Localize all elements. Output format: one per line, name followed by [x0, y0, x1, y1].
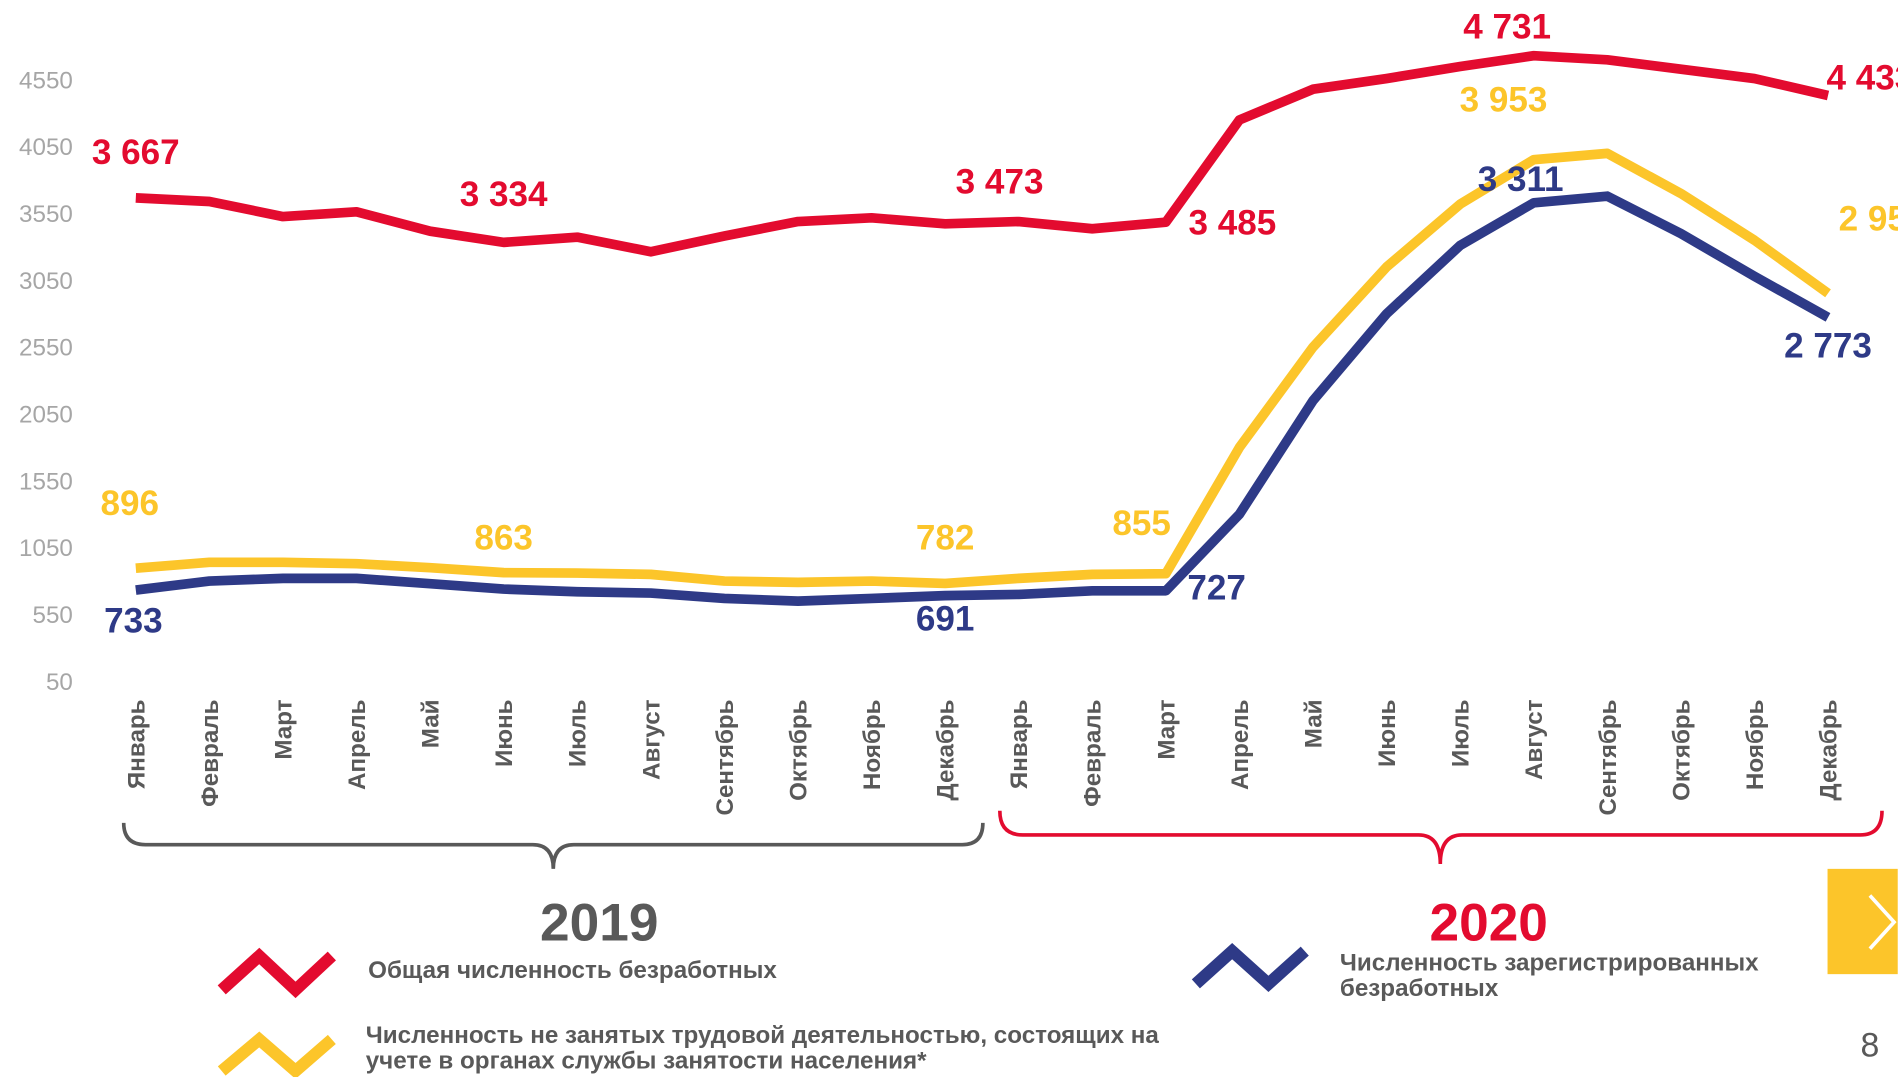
data-label: 733 — [104, 601, 163, 640]
series-line — [135, 191, 1831, 606]
legend-label: Численность зарегистрированных безработн… — [1339, 951, 1759, 1002]
x-tick-label: Август — [1521, 699, 1548, 780]
data-label: 3 485 — [1189, 203, 1277, 242]
y-tick-label: 4550 — [19, 67, 73, 94]
legend-icon — [217, 1031, 336, 1077]
data-label: 4 433 — [1826, 58, 1898, 97]
group-label: 2019 — [540, 893, 658, 952]
legend-label: Численность не занятых трудовой деятельн… — [365, 1023, 1159, 1075]
data-label: 3 473 — [956, 163, 1044, 202]
series-line — [135, 50, 1830, 257]
x-tick-label: Июнь — [491, 699, 518, 767]
data-label: 863 — [474, 519, 533, 558]
x-tick-label: Декабрь — [933, 699, 960, 800]
x-tick-label: Май — [418, 699, 445, 748]
x-tick-label: Август — [638, 699, 665, 780]
x-tick-label: Октябрь — [1668, 699, 1695, 800]
x-tick-label: Ноябрь — [859, 699, 886, 790]
x-tick-label: Март — [1153, 699, 1180, 759]
legend-icon — [1191, 943, 1309, 992]
x-tick-label: Май — [1300, 699, 1327, 748]
data-label: 782 — [916, 519, 975, 558]
x-tick-label: Ноябрь — [1742, 699, 1769, 790]
x-tick-label: Апрель — [344, 699, 371, 790]
y-tick-label: 2050 — [19, 401, 73, 428]
y-tick-label: 50 — [46, 669, 73, 696]
page-number: 8 — [1860, 1026, 1879, 1064]
x-tick-label: Июль — [1448, 699, 1475, 767]
x-tick-label: Январь — [123, 699, 150, 789]
x-tick-label: Апрель — [1227, 699, 1254, 790]
data-label: 3 311 — [1478, 160, 1564, 199]
bracket-2019 — [121, 822, 985, 869]
series-line — [135, 148, 1831, 589]
x-tick-label: Февраль — [197, 699, 224, 806]
data-label: 2 773 — [1784, 326, 1872, 365]
y-tick-label: 1050 — [19, 535, 73, 562]
data-label: 855 — [1112, 504, 1171, 543]
y-tick-label: 4050 — [19, 134, 73, 161]
x-tick-label: Сентябрь — [712, 699, 739, 815]
legend-label: Общая численность безработных — [368, 958, 777, 984]
data-label: 691 — [916, 600, 975, 639]
data-label: 3 334 — [460, 175, 548, 214]
x-tick-label: Сентябрь — [1595, 699, 1622, 815]
legend-icon — [217, 947, 336, 999]
x-tick-label: Март — [270, 699, 297, 759]
chevron-icon — [1868, 894, 1897, 950]
x-tick-label: Октябрь — [785, 699, 812, 800]
y-tick-label: 3550 — [19, 201, 73, 228]
x-tick-label: Июнь — [1374, 699, 1401, 767]
bracket-2020 — [998, 810, 1884, 865]
data-label: 2 953 — [1839, 199, 1898, 238]
y-tick-label: 550 — [33, 602, 73, 629]
data-label: 4 731 — [1463, 8, 1551, 47]
group-label: 2020 — [1429, 893, 1547, 952]
x-tick-label: Январь — [1006, 699, 1033, 789]
data-label: 896 — [100, 484, 159, 523]
y-tick-label: 3050 — [19, 268, 73, 295]
x-tick-label: Июль — [565, 699, 592, 767]
next-button[interactable] — [1827, 868, 1898, 975]
data-label: 3 953 — [1460, 80, 1548, 119]
y-tick-label: 1550 — [19, 468, 73, 495]
data-label: 3 667 — [92, 133, 180, 172]
y-tick-label: 2550 — [19, 335, 73, 362]
x-tick-label: Декабрь — [1815, 699, 1842, 800]
data-label: 727 — [1187, 568, 1246, 607]
x-tick-label: Февраль — [1080, 699, 1107, 806]
